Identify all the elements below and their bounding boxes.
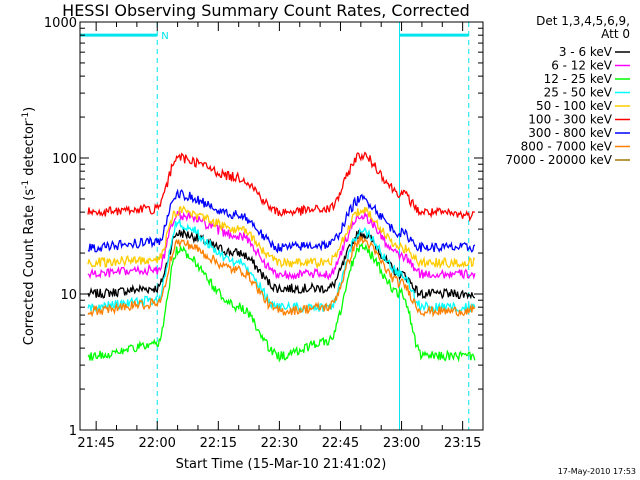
- legend-label: 3 - 6 keV: [559, 45, 613, 59]
- series-line: [87, 188, 476, 254]
- night-intervals: N: [79, 22, 470, 430]
- x-tick-label: 23:00: [383, 436, 420, 451]
- y-tick-label: 1000: [44, 16, 77, 31]
- plot-frame: [79, 21, 484, 431]
- y-tick-label: 10: [60, 288, 77, 303]
- chart-title: HESSI Observing Summary Count Rates, Cor…: [62, 1, 470, 20]
- legend-label: 7000 - 20000 keV: [505, 153, 612, 167]
- legend-label: 6 - 12 keV: [551, 59, 613, 73]
- series-line: [87, 205, 476, 270]
- legend-label: 25 - 50 keV: [544, 86, 613, 100]
- legend-header-line2: Att 0: [601, 27, 630, 41]
- legend-label: 50 - 100 keV: [536, 99, 613, 113]
- x-tick-label: 22:45: [322, 436, 359, 451]
- series-line: [87, 235, 476, 318]
- series-lines: [87, 151, 476, 363]
- series-line: [87, 151, 476, 222]
- series-line: [87, 242, 476, 363]
- legend-label: 12 - 25 keV: [544, 72, 613, 86]
- timestamp: 17-May-2010 17:53: [558, 467, 636, 476]
- x-tick-label: 22:30: [261, 436, 298, 451]
- series-line: [87, 228, 476, 300]
- series-line: [87, 210, 476, 281]
- x-axis-label: Start Time (15-Mar-10 21:41:02): [176, 457, 387, 472]
- legend-header-line1: Det 1,3,4,5,6,9,: [536, 14, 630, 28]
- legend-label: 300 - 800 keV: [528, 126, 612, 140]
- legend-label: 100 - 300 keV: [528, 113, 612, 127]
- series-line: [87, 219, 476, 314]
- x-tick-label: 23:15: [444, 436, 481, 451]
- x-tick-label: 22:00: [138, 436, 175, 451]
- axes: 1 10 100 1000 21:45 22:00 22:15 22:30 22:45 23:00…: [44, 16, 484, 451]
- y-tick-label: 100: [52, 152, 77, 167]
- y-axis-label: Corrected Count Rate (s-1 detector-1): [21, 107, 37, 345]
- x-tick-label: 22:15: [200, 436, 237, 451]
- legend-label: 800 - 7000 keV: [521, 140, 613, 154]
- x-tick-label: 21:45: [77, 436, 114, 451]
- night-marker-label: N: [161, 31, 168, 42]
- y-tick-label: 1: [69, 424, 77, 439]
